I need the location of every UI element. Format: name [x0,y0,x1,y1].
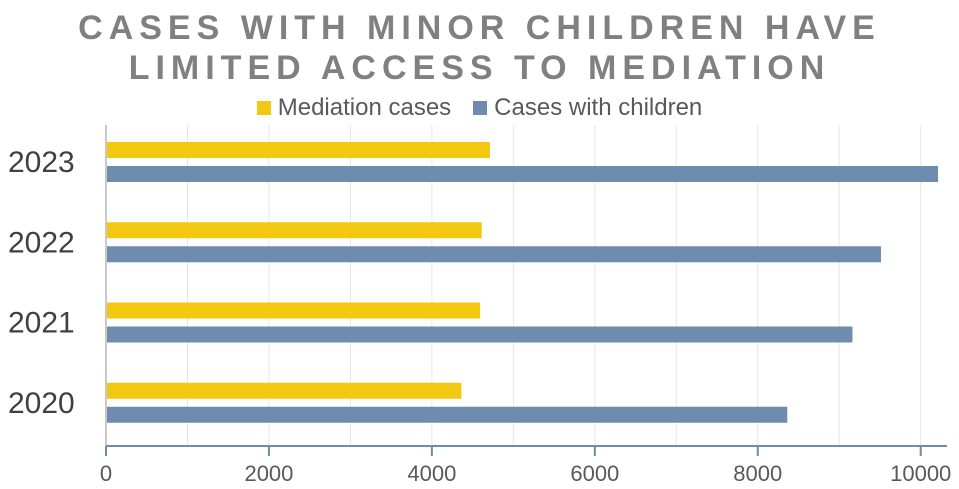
bar-cases-with-children [107,246,881,263]
x-tick-label: 8000 [733,461,782,486]
bar-mediation-cases [107,382,462,399]
bar-mediation-cases [107,302,481,319]
bar-cases-with-children [107,406,788,423]
chart-title: CASES WITH MINOR CHILDREN HAVE LIMITED A… [0,8,959,88]
chart-legend: Mediation cases Cases with children [0,94,959,122]
bar-cases-with-children [107,166,938,182]
category-label: 2022 [8,226,75,259]
legend-swatch-cases-with-children [473,101,488,115]
chart-title-line-2: LIMITED ACCESS TO MEDIATION [128,49,831,87]
legend-item-cases-with-children: Cases with children [473,94,702,122]
x-tick-label: 6000 [570,461,619,486]
bar-mediation-cases [107,142,490,158]
legend-label-cases-with-children: Cases with children [494,94,703,121]
chart-title-line-1: CASES WITH MINOR CHILDREN HAVE [78,9,881,47]
x-tick-label: 10000 [890,461,951,486]
bar-cases-with-children [107,326,853,343]
x-tick-label: 2000 [244,461,293,486]
x-tick-label: 4000 [407,461,456,486]
legend-label-mediation-cases: Mediation cases [277,94,452,121]
x-tick-label: 0 [100,461,112,486]
legend-item-mediation-cases: Mediation cases [256,94,452,122]
bar-mediation-cases [107,222,482,239]
legend-swatch-mediation-cases [256,101,271,115]
category-label: 2023 [8,146,75,179]
category-label: 2020 [8,387,75,420]
category-label: 2021 [8,307,75,340]
